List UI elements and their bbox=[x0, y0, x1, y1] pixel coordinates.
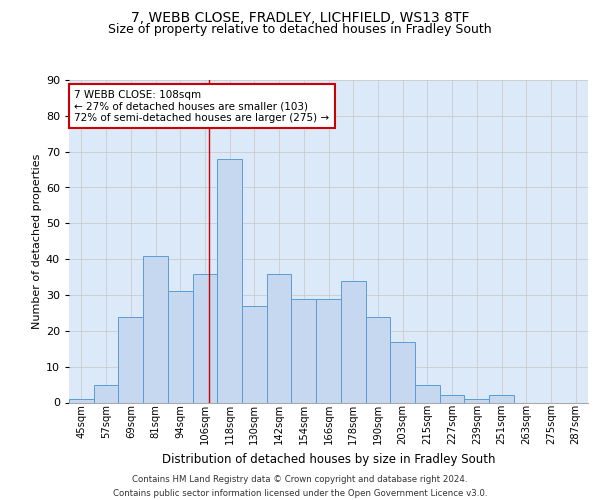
Text: 7 WEBB CLOSE: 108sqm
← 27% of detached houses are smaller (103)
72% of semi-deta: 7 WEBB CLOSE: 108sqm ← 27% of detached h… bbox=[74, 90, 329, 123]
Bar bbox=[464, 399, 489, 402]
Bar bbox=[316, 298, 341, 403]
Y-axis label: Number of detached properties: Number of detached properties bbox=[32, 154, 41, 329]
Bar bbox=[365, 316, 390, 402]
Bar bbox=[489, 396, 514, 402]
Bar bbox=[242, 306, 267, 402]
Bar bbox=[267, 274, 292, 402]
Bar bbox=[341, 280, 365, 402]
Text: Size of property relative to detached houses in Fradley South: Size of property relative to detached ho… bbox=[108, 22, 492, 36]
Bar bbox=[440, 396, 464, 402]
Text: Contains HM Land Registry data © Crown copyright and database right 2024.
Contai: Contains HM Land Registry data © Crown c… bbox=[113, 476, 487, 498]
Bar bbox=[143, 256, 168, 402]
Bar bbox=[69, 399, 94, 402]
Bar bbox=[292, 298, 316, 403]
Bar bbox=[390, 342, 415, 402]
Bar bbox=[415, 384, 440, 402]
Bar bbox=[193, 274, 217, 402]
Bar bbox=[168, 292, 193, 403]
Bar bbox=[118, 316, 143, 402]
Text: 7, WEBB CLOSE, FRADLEY, LICHFIELD, WS13 8TF: 7, WEBB CLOSE, FRADLEY, LICHFIELD, WS13 … bbox=[131, 11, 469, 25]
Bar bbox=[94, 384, 118, 402]
Bar bbox=[217, 159, 242, 402]
X-axis label: Distribution of detached houses by size in Fradley South: Distribution of detached houses by size … bbox=[162, 452, 495, 466]
